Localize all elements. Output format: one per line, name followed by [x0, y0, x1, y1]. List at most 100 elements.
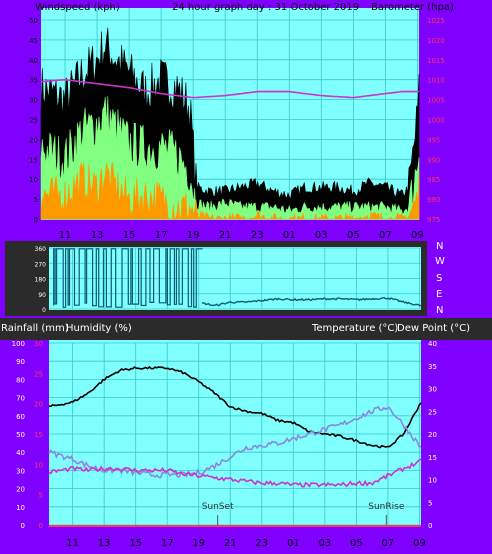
windspeed-tick-label: 0	[34, 216, 38, 224]
humidity-tick-label: 40	[16, 449, 25, 457]
bottom-x-tick-label: 11	[66, 538, 79, 549]
rainfall-label: Rainfall (mm)	[1, 323, 69, 334]
temperature-tick-label: 35	[428, 363, 437, 371]
temperature-tick-label: 0	[428, 522, 432, 530]
top-x-tick-label: 23	[251, 230, 264, 241]
bottom-x-tick-label: 17	[161, 538, 174, 549]
humidity-tick-label: 30	[16, 467, 25, 475]
mid-grid	[49, 247, 421, 310]
windspeed-tick-label: 20	[29, 136, 38, 144]
top-x-tick-label: 05	[347, 230, 360, 241]
direction-tick-label: 270	[35, 261, 47, 268]
dewpoint-label: Dew Point (°C)	[397, 323, 470, 334]
bottom-x-tick-label: 07	[382, 538, 395, 549]
barometer-tick-label: 975	[427, 216, 440, 224]
bottom-x-tick-label: 19	[192, 538, 205, 549]
top-x-ticks: 11 13 15 17 19 21 23 01 03 05 07 09	[59, 230, 424, 241]
barometer-tick-label: 990	[427, 156, 440, 164]
humidity-tick-label: 60	[16, 413, 25, 421]
humidity-tick-label: 100	[12, 340, 25, 348]
temperature-tick-label: 30	[428, 386, 437, 394]
wind-average-area	[40, 96, 420, 220]
rainfall-tick-label: 10	[34, 461, 43, 469]
temperature-tick-label: 5	[428, 499, 432, 507]
windspeed-tick-label: 30	[29, 97, 38, 105]
rainfall-tick-label: 15	[34, 431, 43, 439]
temperature-tick-label: 20	[428, 431, 437, 439]
humidity-tick-label: 70	[16, 395, 25, 403]
compass-labels: N W S E N	[435, 241, 445, 316]
windspeed-label: Windspeed (kph)	[35, 2, 120, 13]
bottom-plot-area	[49, 340, 421, 527]
barometer-tick-label: 1020	[427, 37, 445, 45]
bottom-x-ticks: 11 13 15 17 19 21 23 01 03 05 07 09	[66, 538, 426, 549]
compass-s: S	[436, 273, 442, 284]
windspeed-tick-label: 45	[29, 37, 38, 45]
compass-n-bottom: N	[436, 305, 443, 316]
wind-direction-oscillation	[53, 248, 203, 308]
barometer-tick-label: 1010	[427, 77, 445, 85]
bottom-left-ticks: 0 10 20 30 40 50 60 70 80 90 100	[12, 340, 25, 530]
windspeed-tick-label: 50	[29, 17, 38, 25]
barometer-tick-label: 1015	[427, 57, 445, 65]
top-x-tick-label: 15	[123, 230, 136, 241]
direction-tick-label: 360	[35, 246, 47, 253]
direction-tick-label: 0	[42, 307, 46, 314]
top-y2-ticks: 975 980 985 990 995 1000 1005 1010 1015 1020 1025	[427, 17, 445, 224]
bottom-x-tick-label: 03	[318, 538, 331, 549]
temperature-tick-label: 15	[428, 454, 437, 462]
top-x-tick-label: 21	[219, 230, 232, 241]
sunrise-label: SunRise	[368, 502, 405, 512]
humidity-tick-label: 0	[21, 522, 25, 530]
barometer-tick-label: 985	[427, 176, 440, 184]
bottom-x-tick-label: 05	[350, 538, 363, 549]
temperature-tick-label: 40	[428, 340, 437, 348]
barometer-tick-label: 1000	[427, 117, 445, 125]
top-x-tick-label: 09	[411, 230, 424, 241]
rainfall-tick-label: 0	[39, 522, 43, 530]
bottom-x-tick-label: 01	[287, 538, 300, 549]
top-x-tick-label: 13	[91, 230, 104, 241]
barometer-tick-label: 1005	[427, 97, 445, 105]
temperature-tick-label: 25	[428, 408, 437, 416]
barometer-tick-label: 980	[427, 196, 440, 204]
bottom-x-tick-label: 13	[98, 538, 111, 549]
direction-tick-label: 90	[38, 292, 46, 299]
top-x-tick-label: 11	[59, 230, 72, 241]
top-x-tick-label: 07	[379, 230, 392, 241]
mid-y-ticks: 0 90 180 270 360	[35, 246, 47, 314]
bottom-rain-ticks: 0 5 10 15 20 25 30	[34, 340, 43, 530]
rainfall-tick-label: 5	[39, 492, 43, 500]
windspeed-tick-label: 15	[29, 156, 38, 164]
direction-tick-label: 180	[35, 277, 47, 284]
windspeed-tick-label: 35	[29, 77, 38, 85]
windspeed-tick-label: 5	[34, 196, 38, 204]
barometer-tick-label: 995	[427, 136, 440, 144]
top-x-tick-label: 01	[283, 230, 296, 241]
compass-e: E	[436, 289, 442, 300]
wind-minimum-area	[40, 162, 420, 220]
humidity-line	[48, 458, 422, 488]
bottom-grid	[49, 342, 421, 527]
top-x-tick-label: 17	[155, 230, 168, 241]
top-x-tick-label: 19	[187, 230, 200, 241]
temp-humidity-series	[48, 365, 422, 488]
rainfall-tick-label: 30	[34, 340, 43, 348]
barometer-line	[40, 79, 419, 99]
compass-n-top: N	[436, 241, 443, 252]
bottom-x-tick-label: 09	[413, 538, 426, 549]
temperature-line	[48, 365, 422, 449]
windspeed-tick-label: 40	[29, 57, 38, 65]
humidity-tick-label: 80	[16, 376, 25, 384]
humidity-label: Humidity (%)	[66, 323, 132, 334]
wind-direction-series	[53, 248, 422, 308]
sun-markers: SunSet SunRise	[202, 502, 405, 525]
top-x-tick-label: 03	[315, 230, 328, 241]
top-y-ticks: 0 5 10 15 20 25 30 35 40 45 50	[29, 17, 38, 224]
windspeed-tick-label: 10	[29, 176, 38, 184]
bottom-x-tick-label: 15	[129, 538, 142, 549]
chart-title: 24 hour graph day : 31 October 2019	[172, 2, 359, 13]
barometer-tick-label: 1025	[427, 17, 445, 25]
rainfall-tick-label: 20	[34, 401, 43, 409]
